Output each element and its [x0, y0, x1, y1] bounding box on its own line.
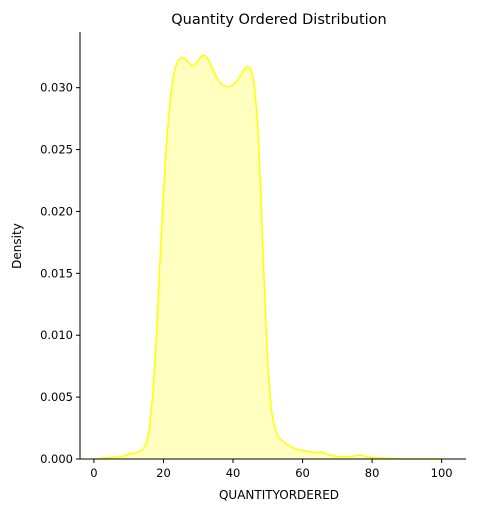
- y-axis-ticks: 0.000 0.005 0.010 0.015 0.020 0.025 0.030: [40, 81, 80, 466]
- x-tick-label: 20: [156, 466, 171, 480]
- chart-title: Quantity Ordered Distribution: [171, 12, 386, 28]
- x-tick-label: 60: [295, 466, 310, 480]
- x-axis-label: QUANTITYORDERED: [219, 488, 339, 502]
- plot-area: [93, 54, 442, 460]
- x-tick-label: 40: [226, 466, 241, 480]
- density-area-fill: [93, 55, 442, 460]
- y-tick-label: 0.015: [40, 266, 73, 280]
- y-axis-label: Density: [10, 223, 24, 269]
- y-tick-label: 0.025: [40, 143, 73, 157]
- x-tick-label: 80: [365, 466, 380, 480]
- x-axis-ticks: 0 20 40 60 80 100: [90, 459, 453, 480]
- density-curve-line: [93, 54, 442, 460]
- y-tick-label: 0.010: [40, 328, 73, 342]
- x-tick-label: 100: [431, 466, 453, 480]
- y-tick-label: 0.020: [40, 204, 73, 218]
- x-tick-label: 0: [90, 466, 97, 480]
- y-tick-label: 0.000: [40, 452, 73, 466]
- y-tick-label: 0.005: [40, 390, 73, 404]
- y-tick-label: 0.030: [40, 81, 73, 95]
